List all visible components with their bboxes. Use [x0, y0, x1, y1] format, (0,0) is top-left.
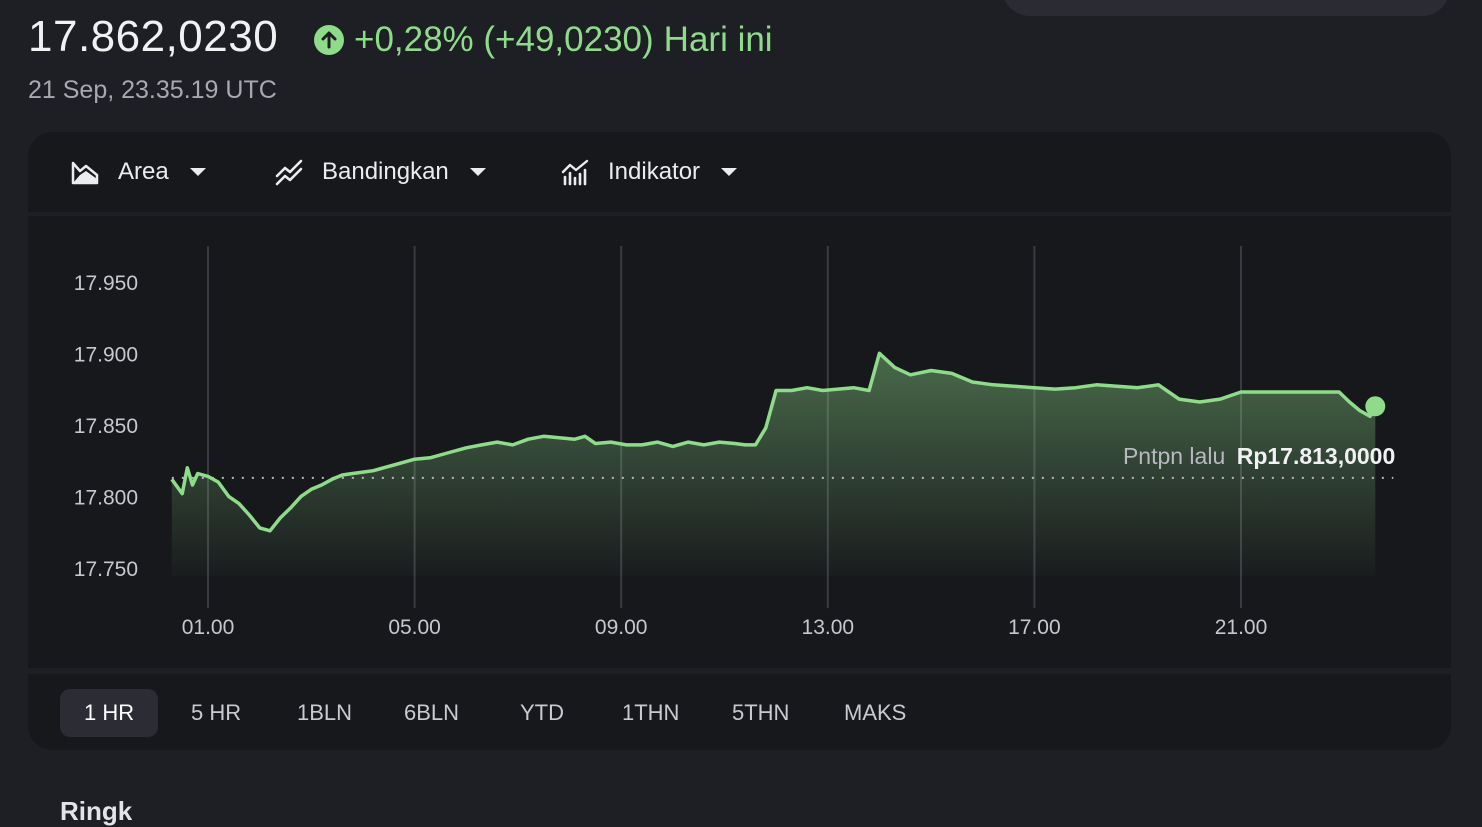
x-axis: 01.00 05.00 09.00 13.00 17.00 21.00 [182, 616, 1268, 639]
range-5-year[interactable]: 5THN [732, 700, 790, 725]
previous-close-value: Rp17.813,0000 [1237, 443, 1396, 469]
range-6-month[interactable]: 6BLN [404, 700, 460, 725]
chevron-down-icon [469, 168, 486, 176]
area-chart-icon [71, 161, 99, 185]
x-tick-label: 09.00 [595, 616, 648, 639]
indicator-dropdown[interactable]: Indikator [560, 132, 740, 212]
range-1-month[interactable]: 1BLN [297, 700, 353, 725]
price-change: +0,28% (+49,0230) Hari ini [314, 20, 783, 60]
change-period: Hari ini [663, 20, 773, 59]
summary-heading: Ringk [60, 796, 133, 826]
range-selector: 1 HR 5 HR 1BLN 6BLN YTD 1THN 5THN MAKS [28, 674, 1451, 750]
price-chart-panel: 17.950 17.900 17.850 17.800 17.750 01.00 05.0… [28, 216, 1451, 668]
y-tick-label: 17.900 [74, 343, 138, 366]
price-chart[interactable]: 17.950 17.900 17.850 17.800 17.750 01.00 05.0… [28, 216, 1451, 668]
chart-type-label: Area [118, 158, 169, 185]
range-1-year[interactable]: 1THN [622, 700, 680, 725]
range-ytd[interactable]: YTD [520, 700, 564, 725]
y-axis: 17.950 17.900 17.850 17.800 17.750 [74, 272, 138, 581]
y-tick-label: 17.850 [74, 415, 138, 438]
y-tick-label: 17.800 [74, 486, 138, 509]
indicator-label: Indikator [608, 158, 701, 185]
previous-close-label: Pntpn lalu [1123, 443, 1225, 469]
change-value: +0,28% (+49,0230) [354, 20, 654, 59]
chart-toolbar: Area Bandingkan Indikator [28, 132, 1451, 212]
y-tick-label: 17.750 [74, 558, 138, 581]
x-tick-label: 17.00 [1008, 616, 1061, 639]
compare-dropdown[interactable]: Bandingkan [274, 132, 489, 212]
previous-close-annotation: Pntpn lalu Rp17.813,0000 [1123, 443, 1395, 469]
series-line [170, 351, 1377, 533]
x-tick-label: 21.00 [1215, 616, 1268, 639]
y-tick-label: 17.950 [74, 272, 138, 295]
search-bar[interactable] [1002, 0, 1450, 16]
arrow-up-circle-icon [314, 25, 344, 55]
range-max[interactable]: MAKS [844, 700, 907, 725]
current-price: 17.862,0230 [28, 12, 279, 61]
chevron-down-icon [721, 168, 738, 176]
x-tick-label: 13.00 [802, 616, 855, 639]
chart-type-dropdown[interactable]: Area [70, 132, 209, 212]
last-price-point [1365, 396, 1386, 417]
series-area [171, 353, 1376, 576]
compare-icon [275, 159, 303, 186]
range-1-day[interactable]: 1 HR [60, 689, 159, 737]
x-tick-label: 01.00 [182, 616, 235, 639]
compare-label: Bandingkan [322, 158, 449, 185]
indicator-icon [561, 159, 589, 186]
range-5-day[interactable]: 5 HR [191, 700, 242, 725]
chevron-down-icon [189, 168, 206, 176]
x-tick-label: 05.00 [388, 616, 441, 639]
quote-timestamp: 21 Sep, 23.35.19 UTC [28, 76, 277, 104]
